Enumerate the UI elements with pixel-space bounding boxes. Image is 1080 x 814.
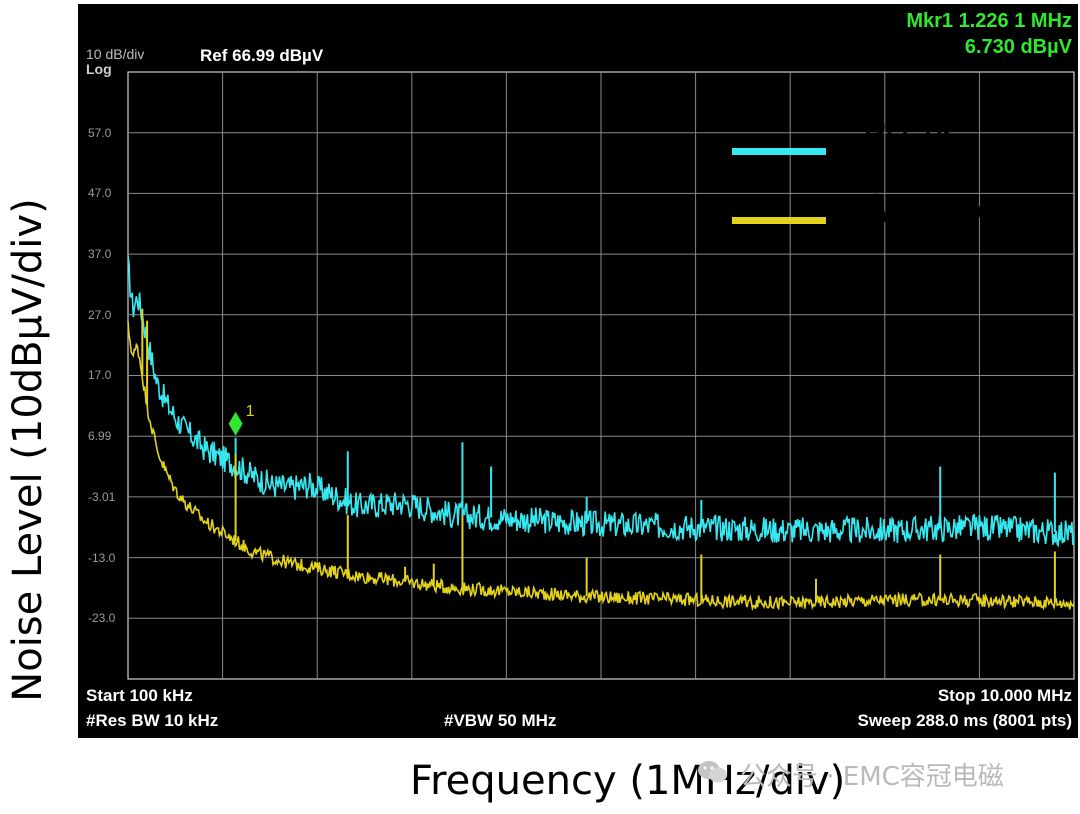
y-tick-label: -23.0 [88,611,116,626]
x-axis-title: Frequency (1MHz/div) [410,758,846,804]
marker-level: 6.730 dBµV [964,36,1072,58]
resolution-bandwidth: #Res BW 10 kHz [86,711,219,730]
legend-average-line [732,217,826,224]
y-axis-title: Noise Level (10dBµV/div) [5,198,51,702]
scale-type-label: Log [86,61,112,77]
legend-average-label: Average [862,187,1027,233]
marker-frequency: Mkr1 1.226 1 MHz [906,10,1072,32]
series-peak-line [127,255,1075,548]
ref-level: Ref 66.99 dBµV [200,46,324,65]
start-frequency: Start 100 kHz [86,686,193,705]
y-tick-label: 47.0 [88,186,112,201]
legend-peak-label: Peak [862,112,957,158]
y-tick-label: 17.0 [88,368,112,383]
sweep-info: Sweep 288.0 ms (8001 pts) [857,711,1072,730]
y-tick-label: 6.99 [88,429,112,444]
y-tick-label: -13.0 [88,550,116,565]
analyzer-screen: 1 10 dB/div Log Ref 66.99 dBµV Mkr1 1.22… [78,4,1078,738]
marker-diamond-icon [228,411,243,436]
plot-area: 1 [127,71,1075,680]
wechat-icon [698,761,727,783]
watermark-text: 公众号 · EMC容冠电磁 [740,762,1004,792]
scale-label: 10 dB/div [86,46,145,62]
marker-label: 1 [246,403,255,420]
series-average-line [127,321,1075,612]
video-bandwidth: #VBW 50 MHz [444,711,557,730]
y-tick-label: 27.0 [88,307,112,322]
legend-peak-line [732,148,826,155]
y-tick-label: -3.01 [88,489,116,504]
y-tick-label: 57.0 [88,125,112,140]
stop-frequency: Stop 10.000 MHz [937,686,1072,705]
y-axis-title-wrap: Noise Level (10dBµV/div) [0,180,56,720]
y-tick-label: 37.0 [88,247,112,262]
